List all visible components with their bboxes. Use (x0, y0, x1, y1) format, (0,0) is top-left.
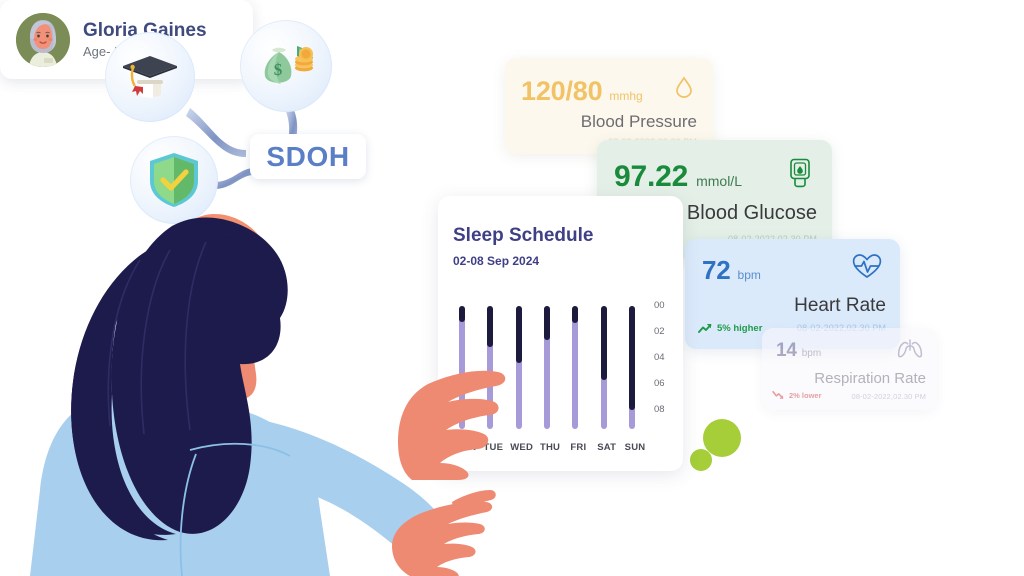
y-axis-tick: 04 (654, 351, 665, 363)
metric-card-respiration-rate[interactable]: 14 bpm Respiration Rate 08-02-2022,02.30… (762, 328, 937, 410)
trend-up-icon (698, 324, 712, 333)
sdoh-bubble-insurance-security[interactable] (130, 136, 218, 224)
bar-segment-asleep (572, 306, 579, 323)
bar-label-sun: SUN (624, 442, 646, 453)
bar-segment-asleep (487, 306, 494, 348)
glucometer-icon (790, 158, 810, 188)
y-axis-tick: 08 (654, 403, 665, 415)
decorative-dot-small (690, 449, 712, 471)
bar-segment-awake (459, 306, 465, 429)
blood-pressure-unit: mmhg (609, 89, 643, 103)
respiration-rate-label: Respiration Rate (814, 370, 926, 387)
blood-drop-icon (676, 76, 692, 98)
bar-column[interactable] (600, 306, 607, 429)
svg-text:$: $ (274, 60, 283, 79)
bar-label-wed: WED (510, 442, 534, 453)
bar-column[interactable] (544, 306, 550, 429)
trend-down-icon (772, 391, 784, 399)
blood-glucose-value: 97.22 (614, 160, 689, 193)
decorative-dot-large (703, 419, 741, 457)
blood-pressure-value: 120/80 (521, 76, 603, 106)
y-axis-tick: 00 (654, 300, 665, 311)
pointing-hand-overlay (398, 370, 506, 480)
bar-segment-awake (515, 306, 522, 429)
metric-card-blood-pressure[interactable]: 120/80 mmhg Blood Pressure 08-02-2022,02… (505, 58, 713, 154)
sdoh-label-text: SDOH (266, 140, 350, 172)
heart-rate-unit: bpm (737, 268, 761, 282)
blood-glucose-label: Blood Glucose (686, 202, 817, 224)
bar-segment-asleep (544, 306, 550, 340)
respiration-rate-delta: 2% lower (772, 391, 822, 400)
heart-rate-delta-text: 5% higher (717, 323, 763, 334)
blood-pressure-label: Blood Pressure (580, 112, 697, 131)
bar-column[interactable] (487, 306, 494, 429)
patient-name: Gloria Gaines (83, 20, 207, 42)
sdoh-bubble-education[interactable] (105, 32, 195, 122)
bar-column[interactable] (515, 306, 522, 429)
sleep-schedule-title: Sleep Schedule (453, 225, 594, 246)
respiration-rate-unit: bpm (801, 348, 822, 359)
bar-label-fri: FRI (570, 442, 587, 453)
heart-rate-delta: 5% higher (698, 323, 762, 334)
bar-segment-awake (487, 306, 494, 429)
respiration-rate-value: 14 (776, 340, 797, 361)
bar-column[interactable] (459, 306, 465, 429)
bar-segment-awake (572, 306, 579, 429)
sdoh-label[interactable]: SDOH (250, 134, 366, 179)
bar-column[interactable] (572, 306, 579, 429)
avatar-elderly-woman-icon (16, 12, 70, 67)
y-axis-tick: 02 (654, 325, 665, 337)
bar-segment-asleep (459, 306, 465, 322)
graduation-cap-icon (123, 56, 177, 98)
bar-segment-asleep (629, 306, 635, 410)
respiration-rate-delta-text: 2% lower (789, 391, 822, 400)
money-bag-icon: $ (264, 46, 313, 84)
bar-label-sat: SAT (597, 442, 617, 453)
heart-rate-value: 72 (702, 255, 731, 285)
bar-column[interactable] (629, 306, 635, 429)
bar-segment-asleep (515, 306, 522, 363)
sdoh-bubble-economic-stability[interactable]: $ (240, 20, 332, 112)
shield-check-icon (150, 153, 198, 207)
bar-segment-awake (544, 306, 550, 429)
bar-label-thu: THU (539, 442, 561, 453)
sleep-schedule-date-range: 02-08 Sep 2024 (453, 254, 540, 268)
blood-glucose-unit: mmol/L (696, 173, 742, 189)
respiration-rate-timestamp: 08-02-2022,02.30 PM (851, 392, 926, 401)
bar-label-tue: TUE (483, 442, 504, 453)
bar-segment-asleep (600, 306, 607, 380)
y-axis-tick: 06 (654, 377, 665, 389)
avatar (16, 12, 70, 67)
heart-rate-label: Heart Rate (794, 295, 886, 316)
pointing-hand (392, 490, 496, 576)
woman-illustration (30, 214, 496, 576)
heart-pulse-icon (852, 254, 882, 278)
lungs-icon (897, 339, 923, 358)
